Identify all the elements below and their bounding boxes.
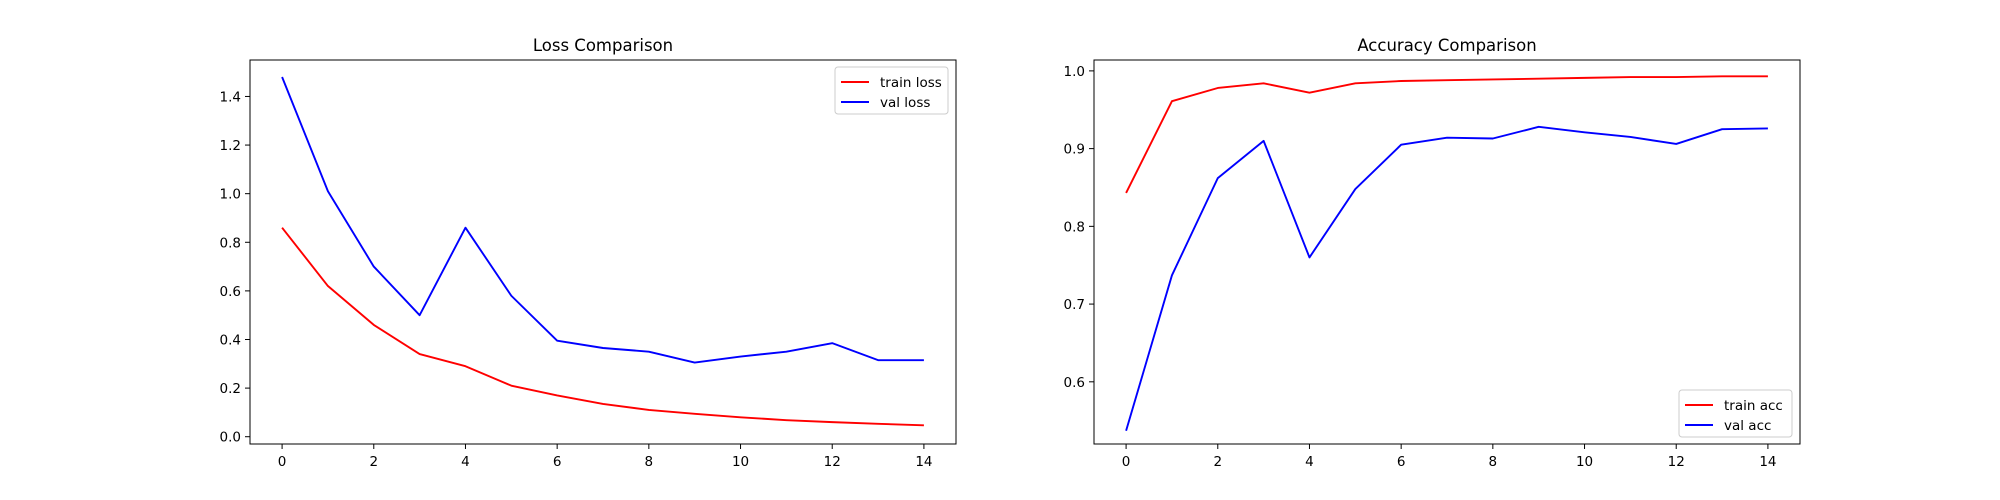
- legend: train acc val acc: [1678, 389, 1793, 438]
- legend-label: val acc: [1724, 418, 1771, 434]
- y-tick-label: 0.7: [1064, 297, 1085, 313]
- plot-area-frame: [249, 59, 957, 445]
- x-tick-label: 8: [1489, 454, 1498, 470]
- legend: train loss val loss: [834, 66, 949, 115]
- y-tick-label: 0.0: [220, 430, 241, 446]
- plot-area-frame: [1093, 59, 1801, 445]
- y-tick-label: 1.4: [220, 89, 241, 105]
- y-tick-label: 0.4: [220, 332, 241, 348]
- y-tick-label: 0.9: [1064, 142, 1085, 158]
- x-tick-label: 10: [1576, 454, 1593, 470]
- x-tick-label: 6: [1397, 454, 1406, 470]
- y-tick-label: 0.6: [220, 284, 241, 300]
- y-tick-label: 1.2: [220, 138, 241, 154]
- x-tick-label: 14: [915, 454, 932, 470]
- series-line-train-loss: [281, 227, 924, 427]
- x-tick-label: 12: [1668, 454, 1685, 470]
- x-tick-label: 10: [732, 454, 749, 470]
- y-tick-label: 1.0: [220, 187, 241, 203]
- series-line-val-acc: [1125, 125, 1768, 432]
- chart-title: Loss Comparison: [533, 36, 673, 55]
- x-tick-label: 0: [278, 454, 287, 470]
- chart-panel-1: Loss Comparison 0.0 0.2 0.4 0.6 0.8 1.0 1.2 1.4 0…: [220, 36, 957, 470]
- chart-title: Accuracy Comparison: [1357, 36, 1536, 55]
- x-tick-label: 12: [824, 454, 841, 470]
- series-line-val-loss: [281, 76, 924, 364]
- y-tick-label: 1.0: [1064, 64, 1085, 80]
- x-tick-label: 0: [1122, 454, 1131, 470]
- x-tick-label: 4: [461, 454, 470, 470]
- x-tick-label: 2: [369, 454, 378, 470]
- legend-label: val loss: [880, 95, 930, 111]
- legend-label: train acc: [1724, 398, 1783, 414]
- chart-panel-2: Accuracy Comparison 0.6 0.7 0.8 0.9 1.0 0 2 4 6 8 1…: [1064, 36, 1801, 470]
- x-tick-label: 2: [1213, 454, 1222, 470]
- x-tick-label: 6: [553, 454, 562, 470]
- y-tick-label: 0.8: [220, 235, 241, 251]
- y-tick-label: 0.8: [1064, 219, 1085, 235]
- y-tick-label: 0.2: [220, 381, 241, 397]
- legend-label: train loss: [880, 75, 942, 91]
- x-tick-label: 8: [645, 454, 654, 470]
- x-tick-label: 14: [1759, 454, 1776, 470]
- x-tick-label: 4: [1305, 454, 1314, 470]
- y-tick-label: 0.6: [1064, 375, 1085, 391]
- series-line-train-acc: [1125, 75, 1768, 194]
